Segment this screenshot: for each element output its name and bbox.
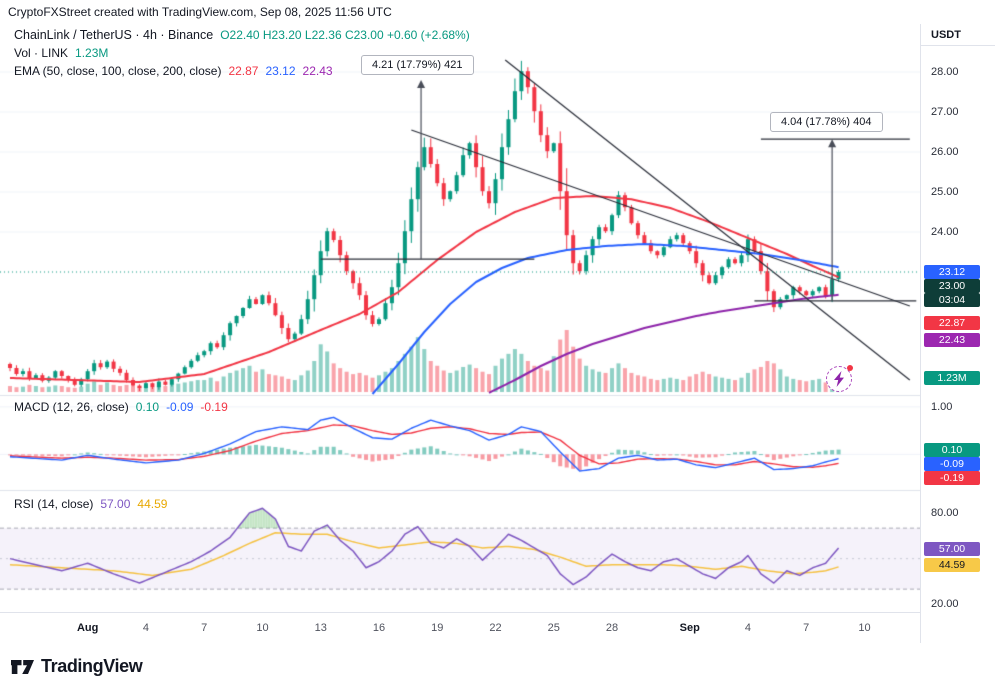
time-axis-label: 7: [803, 622, 810, 634]
measure-label-1[interactable]: 4.21 (17.79%) 421: [361, 55, 474, 75]
axis-tick-label: 1.00: [931, 401, 953, 413]
time-axis-label: 7: [201, 622, 208, 634]
ema50-badge: 22.87: [924, 316, 980, 330]
macd-line-value: -0.09: [166, 400, 194, 414]
chart-canvas[interactable]: [0, 24, 920, 643]
time-axis-label: 4: [142, 622, 149, 634]
volume-legend-row[interactable]: Vol · LINK 1.23M: [14, 46, 108, 60]
axis-tick-label: 25.00: [931, 186, 959, 198]
axis-tick-label: 24.00: [931, 226, 959, 238]
lightning-icon: [834, 371, 844, 387]
ema100-badge: 23.12: [924, 265, 980, 279]
volume-legend-label: Vol · LINK: [14, 46, 69, 60]
ema200-badge: 22.43: [924, 333, 980, 347]
tradingview-logo-icon: [11, 659, 34, 674]
ema100-value: 23.12: [265, 64, 296, 78]
notification-dot: [847, 365, 853, 371]
axis-tick-label: 80.00: [931, 507, 959, 519]
macd-legend-label: MACD (12, 26, close): [14, 400, 129, 414]
ema200-value: 22.43: [302, 64, 333, 78]
rsi-ma-value: 44.59: [137, 497, 168, 511]
time-axis-label: 16: [372, 622, 386, 634]
ohlc-values: O22.40 H23.20 L22.36 C23.00 +0.60 (+2.68…: [220, 28, 470, 42]
ema50-value: 22.87: [228, 64, 259, 78]
rsi-badge: 57.00: [924, 542, 980, 556]
ema-legend-row[interactable]: EMA (50, close, 100, close, 200, close) …: [14, 64, 333, 78]
price-axis[interactable]: USDT 28.00 27.00 26.00 25.00 24.00 23.12 23.00…: [920, 24, 995, 643]
measure-label-2[interactable]: 4.04 (17.78%) 404: [770, 112, 883, 132]
time-axis-label: 4: [744, 622, 752, 634]
macd-line-badge: -0.09: [924, 457, 980, 471]
time-axis-label: 25: [547, 622, 560, 634]
time-axis-label: 10: [256, 622, 269, 634]
rsi-value: 57.00: [100, 497, 131, 511]
macd-signal-value: -0.19: [200, 400, 228, 414]
time-axis-label: 22: [489, 622, 502, 634]
axis-tick-label: 27.00: [931, 106, 959, 118]
rsi-ma-badge: 44.59: [924, 558, 980, 572]
time-axis-label: 13: [314, 622, 327, 634]
last-price-badge: 23.00: [924, 279, 980, 293]
symbol-title[interactable]: ChainLink / TetherUS · 4h · Binance: [14, 28, 214, 42]
time-axis-label: 19: [431, 622, 444, 634]
countdown-badge: 03:04: [924, 293, 980, 307]
quick-trade-button[interactable]: [826, 365, 853, 392]
axis-tick-label: 26.00: [931, 146, 959, 158]
axis-tick-label: 28.00: [931, 66, 959, 78]
time-axis-label: 10: [858, 622, 871, 634]
macd-hist-value: 0.10: [135, 400, 160, 414]
axis-tick-label: 20.00: [931, 598, 959, 610]
attribution-bar: CryptoFXStreet created with TradingView.…: [0, 0, 995, 24]
ema-legend-label: EMA (50, close, 100, close, 200, close): [14, 64, 222, 78]
tradingview-logo-text: TradingView: [41, 656, 143, 676]
tradingview-logo[interactable]: TradingView: [10, 656, 143, 677]
time-axis-label: Sep: [679, 622, 700, 634]
time-axis-label: Aug: [76, 622, 99, 634]
macd-hist-badge: 0.10: [924, 443, 980, 457]
attribution-text: CryptoFXStreet created with TradingView.…: [8, 5, 392, 19]
volume-legend-value: 1.23M: [75, 46, 109, 60]
volume-badge: 1.23M: [924, 371, 980, 385]
rsi-legend-label: RSI (14, close): [14, 497, 94, 511]
macd-legend-row[interactable]: MACD (12, 26, close) 0.10 -0.09 -0.19: [14, 400, 228, 414]
time-axis-label: 28: [605, 622, 619, 634]
symbol-legend-row[interactable]: ChainLink / TetherUS · 4h · Binance O22.…: [14, 28, 470, 42]
rsi-legend-row[interactable]: RSI (14, close) 57.00 44.59: [14, 497, 167, 511]
macd-signal-badge: -0.19: [924, 471, 980, 485]
price-axis-unit[interactable]: USDT: [921, 24, 995, 46]
time-axis[interactable]: Aug 4 7 10 13 16 19 22 25 28 Sep 4 7 10: [0, 612, 920, 644]
